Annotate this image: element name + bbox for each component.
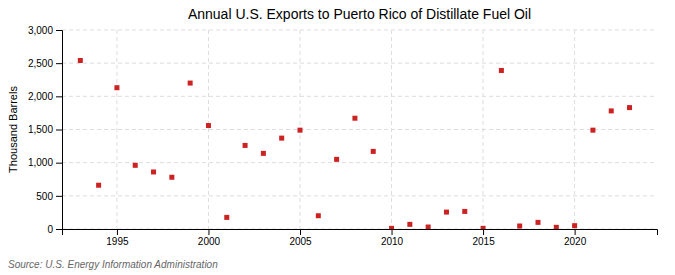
y-tick-mark [56, 229, 62, 230]
x-axis: 1995 2000 2005 2010 2015 2020 [63, 229, 658, 247]
y-tick-label: 500 [36, 191, 53, 202]
point [298, 128, 303, 133]
grid-line-y [62, 162, 657, 163]
x-tick: 1995 [106, 229, 129, 247]
point [151, 169, 156, 174]
grid [62, 30, 657, 229]
point [389, 226, 394, 229]
x-tick-label: 2005 [289, 236, 312, 247]
x-tick-label: 2015 [472, 236, 495, 247]
x-axis-line [63, 230, 658, 236]
point [444, 210, 449, 215]
x-tick: 2010 [381, 229, 404, 247]
point [78, 58, 83, 63]
y-tick: 2,500 [28, 58, 62, 69]
point [114, 85, 119, 90]
y-tick-mark [56, 196, 62, 197]
point [279, 136, 284, 141]
y-tick: 3,000 [28, 25, 62, 36]
point [206, 123, 211, 128]
y-tick-label: 3,000 [28, 25, 53, 36]
point [481, 226, 486, 229]
x-tick-label: 1995 [106, 236, 129, 247]
x-tick-mark [575, 229, 576, 235]
grid-line-y [62, 129, 657, 130]
title: Annual U.S. Exports to Puerto Rico of Di… [188, 6, 531, 22]
point [188, 81, 193, 86]
point [169, 175, 174, 180]
y-axis-title: Thousand Barrels [7, 86, 19, 173]
y-tick-mark [56, 63, 62, 64]
grid-line-y [62, 195, 657, 196]
x-tick-mark [300, 229, 301, 235]
y-tick-label: 0 [47, 224, 53, 235]
chart: 1995 2000 2005 2010 2015 2020 0 500 1,000 1,500 2,… [0, 0, 675, 275]
point [627, 105, 632, 110]
point [334, 157, 339, 162]
point [243, 143, 248, 148]
x-tick-label: 2010 [381, 236, 404, 247]
x-tick-label: 2020 [564, 236, 587, 247]
y-tick-label: 2,000 [28, 91, 53, 102]
point [261, 151, 266, 156]
grid-line-y [62, 30, 657, 31]
y-tick: 500 [36, 191, 62, 202]
point [224, 215, 229, 220]
y-tick-mark [56, 163, 62, 164]
x-tick-mark [117, 229, 118, 235]
grid-line-y [62, 96, 657, 97]
x-tick: 2020 [564, 229, 587, 247]
y-tick-label: 2,500 [28, 58, 53, 69]
point [517, 224, 522, 229]
y-tick: 1,000 [28, 157, 62, 168]
grid-line-y [62, 63, 657, 64]
y-tick-label: 1,500 [28, 124, 53, 135]
y-tick-label: 1,000 [28, 157, 53, 168]
y-tick: 2,000 [28, 91, 62, 102]
point [133, 163, 138, 168]
points [78, 58, 632, 229]
x-tick-mark [208, 229, 209, 235]
y-axis-line [56, 31, 63, 230]
grid-line-x [208, 30, 209, 229]
x-tick-mark [483, 229, 484, 235]
y-tick: 1,500 [28, 124, 62, 135]
point [407, 222, 412, 227]
point [316, 213, 321, 218]
point [536, 220, 541, 225]
x-tick: 2000 [198, 229, 221, 247]
x-tick: 2015 [472, 229, 495, 247]
point [499, 68, 504, 73]
point [590, 128, 595, 133]
point [352, 116, 357, 121]
grid-line-x [116, 30, 117, 229]
y-axis: 0 500 1,000 1,500 2,000 2,500 3,000 [28, 25, 63, 235]
point [554, 225, 559, 229]
plot: 1995 2000 2005 2010 2015 2020 0 500 1,000 1,500 2,… [28, 25, 658, 247]
y-tick-mark [56, 30, 62, 31]
y-tick: 0 [47, 224, 62, 235]
point [96, 183, 101, 188]
x-tick-mark [392, 229, 393, 235]
point [572, 223, 577, 228]
point [462, 209, 467, 214]
x-tick-label: 2000 [198, 236, 221, 247]
x-tick: 2005 [289, 229, 312, 247]
y-tick-mark [56, 96, 62, 97]
point [609, 108, 614, 113]
point [371, 149, 376, 154]
y-tick-mark [56, 130, 62, 131]
point [426, 225, 431, 229]
source-note: Source: U.S. Energy Information Administ… [8, 259, 218, 270]
